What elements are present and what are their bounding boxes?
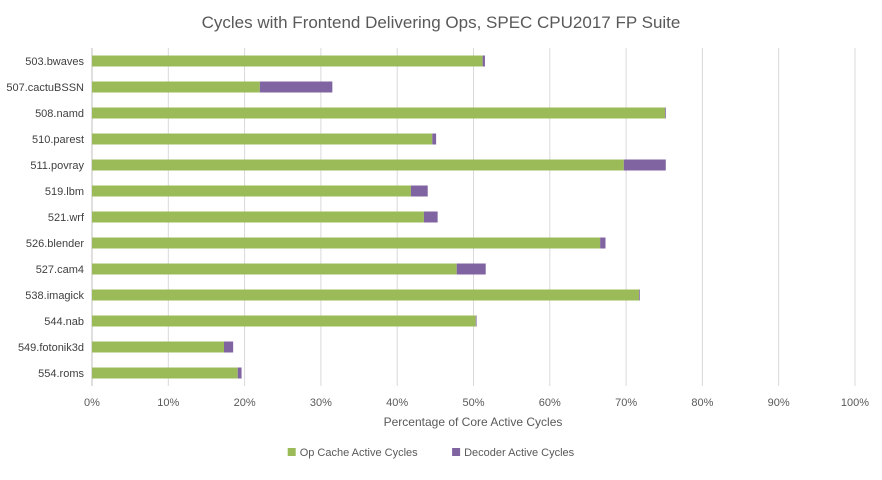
- bar-op-cache: [92, 237, 601, 249]
- x-tick-label: 80%: [691, 397, 713, 409]
- x-tick-label: 60%: [539, 397, 561, 409]
- bars: [92, 55, 666, 379]
- bar-decoder: [665, 107, 666, 119]
- category-label: 549.fotonik3d: [18, 342, 84, 354]
- bar-op-cache: [92, 185, 411, 197]
- category-label: 526.blender: [26, 238, 84, 250]
- bar-op-cache: [92, 159, 624, 171]
- category-label: 510.parest: [32, 134, 84, 146]
- x-tick-label: 20%: [234, 397, 256, 409]
- category-label: 554.roms: [38, 368, 84, 380]
- x-tick-label: 30%: [310, 397, 332, 409]
- bar-op-cache: [92, 107, 666, 119]
- legend-label: Op Cache Active Cycles: [300, 447, 418, 459]
- x-axis-label: Percentage of Core Active Cycles: [384, 415, 563, 429]
- bar-decoder: [423, 211, 438, 223]
- bar-op-cache: [92, 341, 224, 353]
- category-labels: 503.bwaves 507.cactuBSSN 508.namd 510.pares…: [6, 56, 85, 380]
- category-label: 538.imagick: [25, 290, 84, 302]
- x-tick-labels: 0% 10% 20% 30% 40% 50% 60% 70% 80% 90% 100%: [84, 397, 869, 409]
- category-label: 544.nab: [44, 316, 84, 328]
- bar-decoder: [623, 159, 666, 171]
- bar-decoder: [432, 133, 437, 145]
- bar-decoder: [475, 315, 477, 327]
- bar-decoder: [237, 367, 242, 379]
- legend-swatch: [287, 448, 296, 456]
- category-label: 507.cactuBSSN: [6, 82, 84, 94]
- legend: Op Cache Active Cycles Decoder Active Cyc…: [287, 447, 575, 459]
- category-label: 521.wrf: [48, 212, 85, 224]
- legend-label: Decoder Active Cycles: [464, 447, 575, 459]
- x-tick-label: 90%: [768, 397, 790, 409]
- bar-op-cache: [92, 81, 260, 93]
- bar-op-cache: [92, 289, 640, 301]
- category-label: 519.lbm: [45, 186, 84, 198]
- x-tick-label: 10%: [157, 397, 179, 409]
- chart-title: Cycles with Frontend Delivering Ops, SPE…: [202, 13, 681, 32]
- bar-op-cache: [92, 263, 457, 275]
- bar-decoder: [482, 55, 485, 67]
- x-tick-label: 0%: [84, 397, 100, 409]
- legend-swatch: [452, 448, 461, 456]
- category-label: 527.cam4: [36, 264, 84, 276]
- category-label: 503.bwaves: [25, 56, 84, 68]
- bar-decoder: [410, 185, 428, 197]
- bar-op-cache: [92, 211, 424, 223]
- bar-decoder: [259, 81, 333, 93]
- bar-decoder: [456, 263, 486, 275]
- bar-decoder: [223, 341, 234, 353]
- bar-op-cache: [92, 133, 433, 145]
- x-tick-label: 70%: [615, 397, 637, 409]
- bar-decoder: [639, 289, 640, 301]
- bar-decoder: [600, 237, 606, 249]
- bar-op-cache: [92, 315, 476, 327]
- category-label: 511.povray: [30, 160, 84, 172]
- x-tick-label: 40%: [386, 397, 408, 409]
- bar-op-cache: [92, 367, 238, 379]
- x-tick-label: 100%: [841, 397, 869, 409]
- bar-op-cache: [92, 55, 483, 67]
- category-label: 508.namd: [35, 108, 84, 120]
- x-tick-label: 50%: [462, 397, 484, 409]
